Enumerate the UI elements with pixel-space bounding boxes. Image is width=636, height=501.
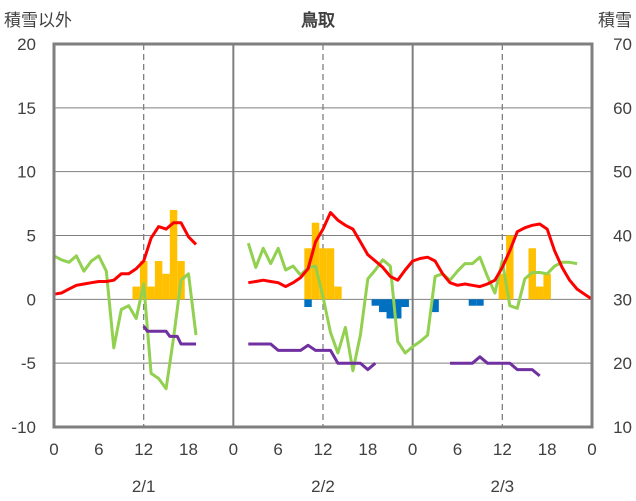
chart-title: 鳥取 (301, 10, 335, 31)
x-tick-label: 0 (229, 440, 238, 459)
day-label: 2/2 (311, 477, 335, 496)
x-tick-label: 18 (538, 440, 557, 459)
left-y-tick-label: 15 (17, 99, 36, 118)
x-tick-label: 6 (273, 440, 282, 459)
red-series-line (248, 211, 593, 301)
right-y-tick-label: 70 (613, 35, 632, 54)
snowfall-bar (147, 286, 155, 300)
snowfall-bar (319, 248, 327, 300)
day-label: 2/1 (132, 477, 156, 496)
left-y-tick-labels: 20 15 10 5 0 -5 -10 (11, 35, 36, 437)
purple-series-line (142, 325, 196, 346)
x-tick-label: 6 (453, 440, 462, 459)
x-tick-label: 12 (314, 440, 333, 459)
negative-bar (431, 299, 439, 313)
left-y-tick-label: 10 (17, 163, 36, 182)
negative-bar (476, 299, 484, 306)
day-label: 2/3 (491, 477, 515, 496)
x-tick-label: 6 (94, 440, 103, 459)
negative-bar (379, 299, 387, 313)
negative-bar (393, 299, 402, 319)
right-y-tick-label: 50 (613, 163, 632, 182)
x-tick-label: 12 (134, 440, 153, 459)
x-tick-label: 0 (49, 440, 58, 459)
plot-frame (52, 42, 594, 429)
x-tick-labels: 0 6 12 18 0 6 12 18 0 6 12 18 0 (49, 440, 596, 459)
snowfall-bar (535, 286, 544, 300)
snowfall-bar (132, 286, 140, 300)
snowfall-bar (326, 248, 335, 300)
snowfall-bar (543, 273, 551, 300)
purple-series-line (450, 355, 541, 378)
right-y-tick-label: 10 (613, 418, 632, 437)
negative-bar (401, 299, 409, 307)
right-y-tick-label: 20 (613, 354, 632, 373)
snowfall-bar (154, 261, 163, 300)
x-tick-label: 0 (408, 440, 417, 459)
left-axis-title: 積雪以外 (4, 11, 72, 30)
snowfall-bar (506, 235, 514, 300)
negative-bar (468, 299, 477, 306)
snowfall-bar (311, 222, 320, 300)
left-y-tick-label: -5 (21, 354, 36, 373)
snowfall-bar (334, 286, 342, 300)
left-y-tick-label: 0 (27, 290, 36, 309)
left-y-tick-label: 5 (27, 227, 36, 246)
right-axis-title: 積雪 (598, 11, 632, 30)
right-y-tick-label: 60 (613, 99, 632, 118)
lines-layer (53, 211, 593, 391)
red-series-line (53, 221, 198, 296)
green-series-line (53, 254, 198, 391)
x-tick-label: 18 (179, 440, 198, 459)
snowfall-bar (169, 209, 178, 300)
snowfall-bar (304, 248, 312, 300)
negative-bar (304, 299, 312, 307)
snowfall-bar (139, 261, 148, 300)
x-tick-label: 0 (587, 440, 596, 459)
right-y-tick-label: 40 (613, 227, 632, 246)
x-tick-label: 12 (493, 440, 512, 459)
day-labels: 2/1 2/2 2/3 (132, 477, 514, 496)
right-y-tick-labels: 70 60 50 40 30 20 10 (613, 35, 632, 437)
grid-lines (54, 44, 592, 427)
negative-bar (386, 299, 394, 319)
negative-bar (371, 299, 380, 306)
snowfall-bar (498, 273, 507, 300)
left-y-tick-label: -10 (11, 418, 36, 437)
purple-series-line (248, 342, 377, 372)
bars-layer (132, 209, 551, 319)
left-y-tick-label: 20 (17, 35, 36, 54)
snowfall-bar (162, 273, 170, 300)
x-tick-label: 18 (358, 440, 377, 459)
right-y-tick-label: 30 (613, 290, 632, 309)
